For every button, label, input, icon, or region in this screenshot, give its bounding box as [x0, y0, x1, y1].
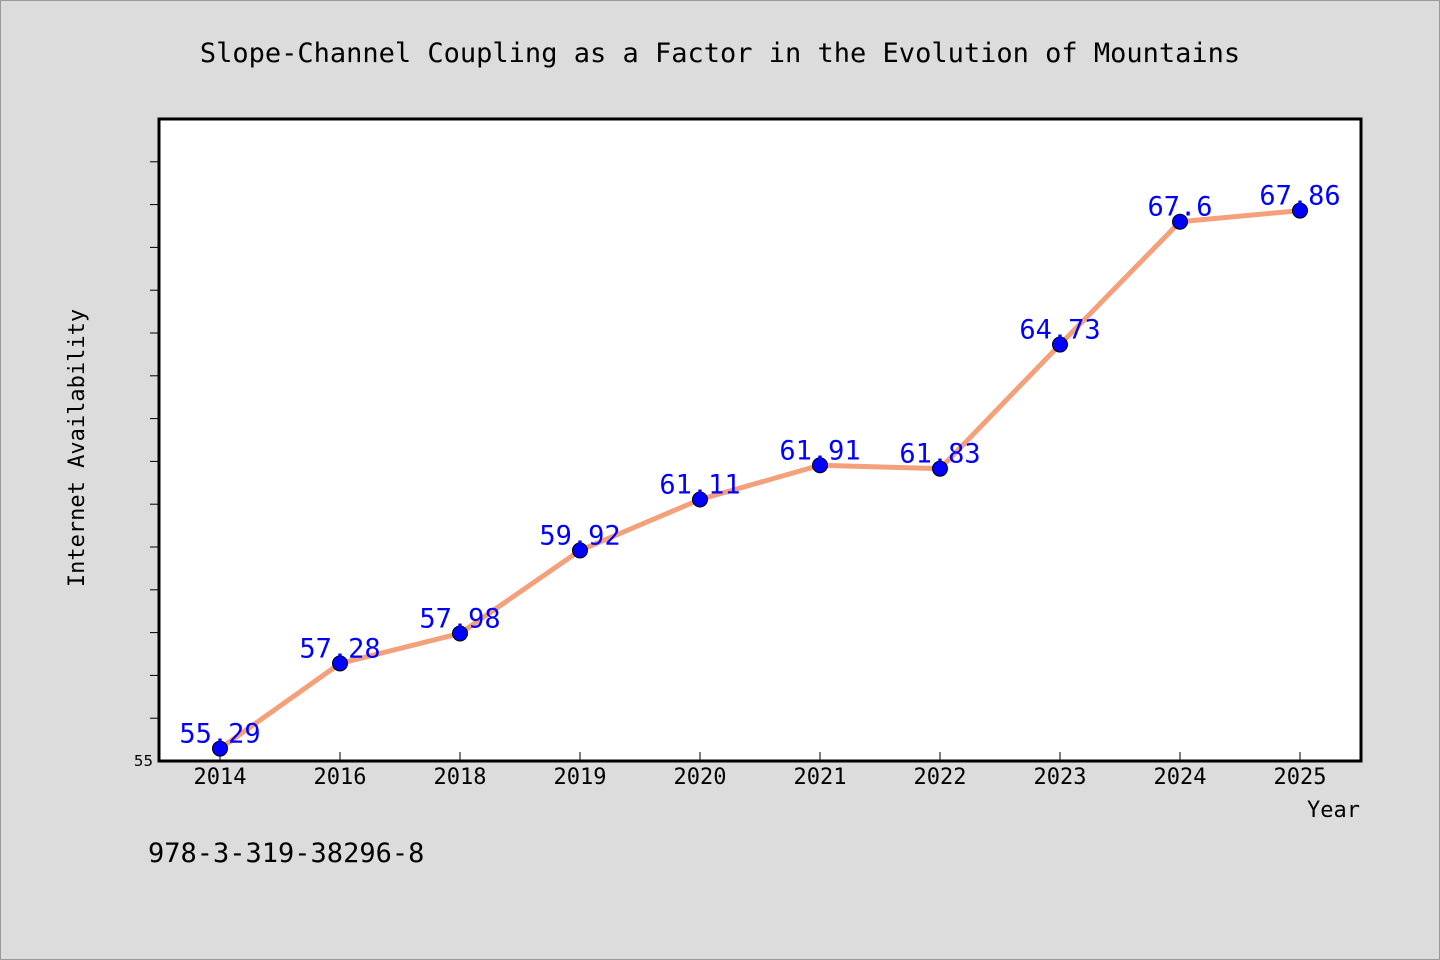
isbn-code: 978-3-319-38296-8: [148, 838, 424, 869]
chart-title: Slope-Channel Coupling as a Factor in th…: [200, 38, 1240, 69]
x-axis-label: Year: [1307, 798, 1360, 823]
x-tick-label: 2022: [914, 765, 967, 790]
data-label: 61.83: [899, 439, 980, 470]
x-axis-ticks: 2014 2016 2018 2019 2020 2021 2022 2023 2024 2025: [194, 752, 1327, 790]
data-point: [572, 542, 588, 559]
y-axis-ticks: 55: [134, 161, 159, 770]
x-tick-label: 2016: [314, 765, 367, 790]
data-point: [212, 740, 228, 757]
data-label: 59.92: [539, 520, 620, 551]
data-label: 55.29: [179, 719, 260, 750]
data-point: [932, 460, 948, 477]
x-tick-label: 2020: [674, 765, 727, 790]
data-label: 64.73: [1019, 315, 1100, 346]
x-tick-label: 2014: [194, 765, 247, 790]
plot-area: [157, 117, 1363, 763]
x-tick-label: 2021: [794, 765, 847, 790]
y-tick-label: 55: [134, 752, 153, 770]
data-point: [1172, 213, 1188, 230]
data-point: [332, 655, 348, 672]
data-point: [1292, 202, 1308, 219]
series-line: [217, 208, 1303, 752]
data-label: 67.86: [1259, 181, 1340, 212]
x-tick-label: 2024: [1154, 765, 1207, 790]
series-layer: 55.29 57.28 57.98 59.92 61.11 61.91 61.83 64.73…: [179, 181, 1341, 757]
x-tick-label: 2023: [1034, 765, 1087, 790]
x-tick-label: 2018: [434, 765, 487, 790]
data-label: 57.98: [419, 603, 500, 634]
data-label: 61.11: [659, 469, 740, 500]
y-axis-label: Internet Availability: [65, 309, 90, 587]
data-label: 67.6: [1147, 192, 1212, 223]
data-label: 61.91: [779, 435, 860, 466]
data-point: [692, 491, 708, 508]
data-point: [452, 625, 468, 642]
x-tick-label: 2025: [1274, 765, 1327, 790]
data-point: [812, 457, 828, 474]
data-label: 57.28: [299, 633, 380, 664]
x-tick-label: 2019: [554, 765, 607, 790]
data-point: [1052, 336, 1068, 353]
